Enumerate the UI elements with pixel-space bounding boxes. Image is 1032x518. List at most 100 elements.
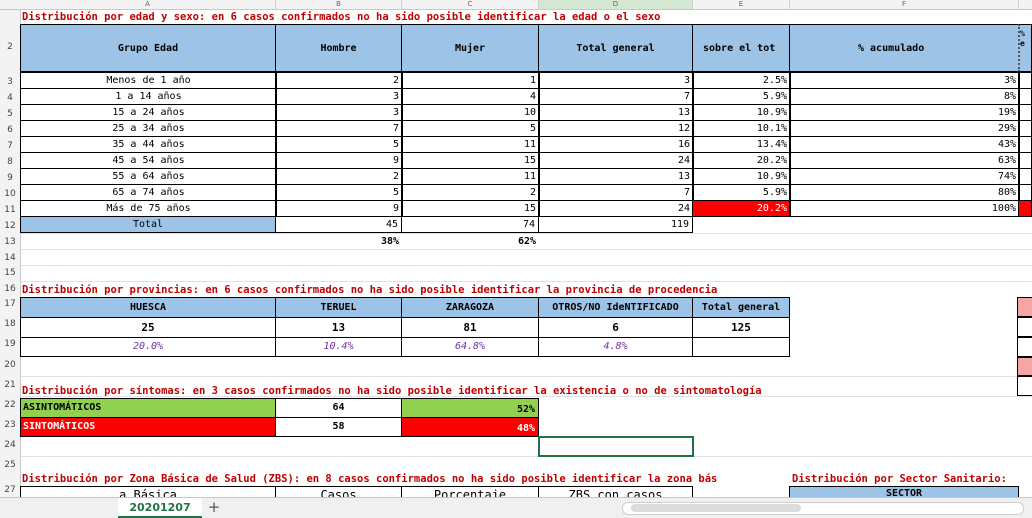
row-header[interactable]: 21 bbox=[4, 380, 16, 390]
age-cell-total[interactable]: 16 bbox=[538, 136, 694, 153]
row-header[interactable]: 15 bbox=[4, 268, 16, 278]
column-header-c[interactable]: C bbox=[402, 0, 539, 9]
age-cell-men[interactable]: 3 bbox=[275, 104, 403, 121]
prov-header-total[interactable]: Total general bbox=[692, 297, 790, 318]
age-cell-acc[interactable]: 63% bbox=[789, 152, 1020, 169]
age-cell-acc[interactable]: 3% bbox=[789, 72, 1020, 89]
prov-value-zaragoza[interactable]: 81 bbox=[401, 317, 539, 338]
age-total-women[interactable]: 74 bbox=[401, 216, 539, 233]
sheet-tab-active[interactable]: 20201207 bbox=[118, 498, 202, 518]
prov-value-otros[interactable]: 6 bbox=[538, 317, 693, 338]
age-cell-extra[interactable] bbox=[1018, 88, 1032, 105]
side-cell[interactable] bbox=[1017, 376, 1032, 396]
age-cell-group[interactable]: 45 a 54 años bbox=[20, 152, 277, 169]
row-header[interactable]: 12 bbox=[4, 221, 16, 231]
sint-pct-sym[interactable]: 48% bbox=[401, 417, 539, 437]
add-sheet-button[interactable]: + bbox=[207, 498, 221, 516]
age-header-pct-acc[interactable]: % acumulado bbox=[789, 24, 1019, 72]
age-cell-pct[interactable]: 20.2% bbox=[692, 152, 791, 169]
age-cell-pct[interactable]: 20.2% bbox=[692, 200, 791, 217]
row-header[interactable]: 22 bbox=[4, 400, 16, 410]
age-cell-extra[interactable] bbox=[1018, 104, 1032, 121]
sint-count-asym[interactable]: 64 bbox=[275, 398, 402, 418]
sint-count-sym[interactable]: 58 bbox=[275, 417, 402, 437]
age-cell-women[interactable]: 11 bbox=[401, 136, 540, 153]
age-cell-group[interactable]: 25 a 34 años bbox=[20, 120, 277, 137]
age-cell-total[interactable]: 3 bbox=[538, 72, 694, 89]
row-header[interactable]: 4 bbox=[7, 93, 13, 103]
age-header-pct-total[interactable]: sobre el tot bbox=[692, 24, 790, 72]
row-header[interactable]: 25 bbox=[4, 460, 16, 470]
age-cell-women[interactable]: 1 bbox=[401, 72, 540, 89]
age-cell-women[interactable]: 15 bbox=[401, 152, 540, 169]
age-cell-men[interactable]: 5 bbox=[275, 184, 403, 201]
side-cell[interactable] bbox=[1017, 337, 1032, 357]
age-cell-pct[interactable]: 10.1% bbox=[692, 120, 791, 137]
age-cell-women[interactable]: 5 bbox=[401, 120, 540, 137]
age-cell-acc[interactable]: 80% bbox=[789, 184, 1020, 201]
prov-header-zaragoza[interactable]: ZARAGOZA bbox=[401, 297, 539, 318]
row-header[interactable]: 27 bbox=[4, 485, 16, 495]
age-cell-acc[interactable]: 74% bbox=[789, 168, 1020, 185]
age-cell-group[interactable]: 35 a 44 años bbox=[20, 136, 277, 153]
age-header-men[interactable]: Hombre bbox=[275, 24, 402, 72]
row-header[interactable]: 17 bbox=[4, 299, 16, 309]
row-header[interactable]: 10 bbox=[4, 189, 16, 199]
age-cell-extra[interactable] bbox=[1018, 152, 1032, 169]
column-header-d[interactable]: D bbox=[539, 0, 693, 9]
age-header-women[interactable]: Mujer bbox=[401, 24, 539, 72]
age-total-all[interactable]: 119 bbox=[538, 216, 693, 233]
age-cell-group[interactable]: 55 a 64 años bbox=[20, 168, 277, 185]
row-header[interactable]: 23 bbox=[4, 420, 16, 430]
prov-value-huesca[interactable]: 25 bbox=[20, 317, 276, 338]
age-cell-total[interactable]: 7 bbox=[538, 88, 694, 105]
row-header[interactable]: 16 bbox=[4, 284, 16, 294]
row-header[interactable]: 18 bbox=[4, 319, 16, 329]
scrollbar-thumb[interactable] bbox=[631, 504, 801, 512]
age-cell-women[interactable]: 15 bbox=[401, 200, 540, 217]
row-header[interactable]: 2 bbox=[7, 42, 13, 52]
age-cell-women[interactable]: 11 bbox=[401, 168, 540, 185]
age-cell-acc[interactable]: 8% bbox=[789, 88, 1020, 105]
column-header-e[interactable]: E bbox=[693, 0, 790, 9]
age-total-label[interactable]: Total bbox=[20, 216, 276, 233]
row-header[interactable]: 5 bbox=[7, 109, 13, 119]
age-cell-women[interactable]: 4 bbox=[401, 88, 540, 105]
age-cell-extra[interactable] bbox=[1018, 200, 1032, 217]
age-cell-extra[interactable] bbox=[1018, 120, 1032, 137]
age-cell-total[interactable]: 7 bbox=[538, 184, 694, 201]
age-pct-men[interactable]: 38% bbox=[380, 236, 399, 247]
side-pink-cell[interactable] bbox=[1017, 357, 1032, 376]
age-cell-group[interactable]: Menos de 1 año bbox=[20, 72, 277, 89]
row-header[interactable]: 6 bbox=[7, 125, 13, 135]
sint-label-asym[interactable]: ASINTOMÁTICOS bbox=[20, 398, 276, 418]
selected-cell[interactable] bbox=[538, 436, 694, 457]
row-header[interactable]: 9 bbox=[7, 173, 13, 183]
age-cell-acc[interactable]: 43% bbox=[789, 136, 1020, 153]
row-header[interactable]: 24 bbox=[4, 440, 16, 450]
age-cell-women[interactable]: 2 bbox=[401, 184, 540, 201]
prov-header-otros[interactable]: OTROS/NO IdeNTIFICADO bbox=[538, 297, 693, 318]
age-pct-women[interactable]: 62% bbox=[517, 236, 536, 247]
age-cell-pct[interactable]: 10.9% bbox=[692, 104, 791, 121]
row-header[interactable]: 3 bbox=[7, 77, 13, 87]
prov-pct-total[interactable] bbox=[692, 337, 790, 357]
age-header-extra[interactable]: % e bbox=[1018, 24, 1032, 72]
column-header-a[interactable]: A bbox=[20, 0, 276, 9]
age-cell-men[interactable]: 2 bbox=[275, 168, 403, 185]
column-header-f[interactable]: F bbox=[790, 0, 1019, 9]
age-cell-total[interactable]: 24 bbox=[538, 152, 694, 169]
age-cell-total[interactable]: 13 bbox=[538, 104, 694, 121]
sint-pct-asym[interactable]: 52% bbox=[401, 398, 539, 418]
age-cell-women[interactable]: 10 bbox=[401, 104, 540, 121]
age-cell-acc[interactable]: 29% bbox=[789, 120, 1020, 137]
age-cell-group[interactable]: 15 a 24 años bbox=[20, 104, 277, 121]
age-cell-men[interactable]: 7 bbox=[275, 120, 403, 137]
age-cell-pct[interactable]: 13.4% bbox=[692, 136, 791, 153]
prov-value-teruel[interactable]: 13 bbox=[275, 317, 402, 338]
horizontal-scrollbar[interactable] bbox=[622, 502, 1024, 515]
prov-pct-zaragoza[interactable]: 64.8% bbox=[401, 337, 539, 357]
row-header[interactable]: 11 bbox=[4, 205, 16, 215]
prov-header-huesca[interactable]: HUESCA bbox=[20, 297, 276, 318]
age-total-men[interactable]: 45 bbox=[275, 216, 402, 233]
